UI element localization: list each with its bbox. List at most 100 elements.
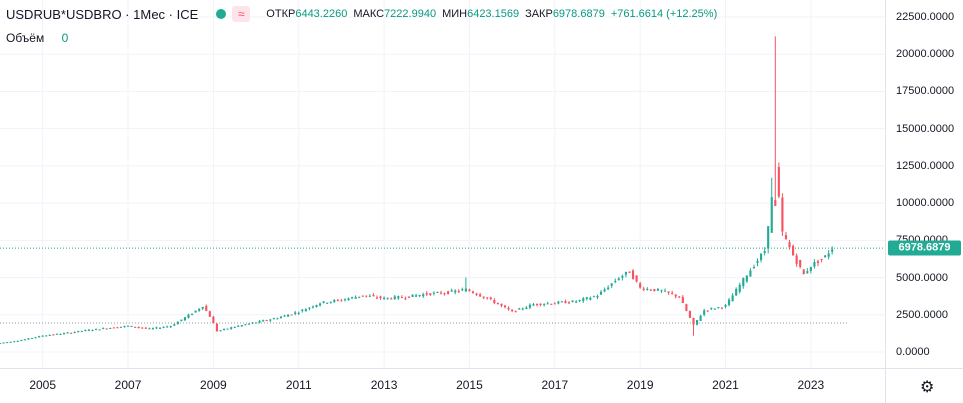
symbol-title[interactable]: USDRUB*USDBRO · 1Мес · ICE: [6, 6, 199, 22]
candle-body: [681, 296, 684, 304]
candle-body: [333, 300, 336, 302]
candle-body: [599, 291, 603, 295]
candle-body: [688, 311, 692, 318]
candle-body: [119, 326, 122, 328]
candle-body: [518, 308, 521, 310]
candle-body: [528, 304, 531, 308]
candle-body: [571, 300, 574, 303]
candle-body: [493, 299, 496, 304]
candle-body: [158, 327, 162, 329]
candle-body: [91, 330, 94, 332]
time-axis[interactable]: 2005 2007 2009 2011 2013 2015 2017 2019 2021 2023: [0, 368, 885, 403]
candle-body: [486, 297, 489, 299]
candle-body: [94, 328, 98, 330]
candle-body: [308, 307, 311, 309]
candle-body: [173, 324, 176, 326]
candle-body: [585, 297, 588, 299]
candle-body: [30, 337, 34, 339]
low-value: 6423.1569: [467, 8, 520, 20]
candle-body: [589, 297, 592, 300]
candle-body: [404, 298, 407, 300]
candle-body: [176, 321, 179, 325]
price-axis-label: 15000.0000: [896, 122, 955, 135]
candle-body: [166, 326, 169, 328]
candle-body: [560, 301, 563, 303]
candle-body: [98, 329, 101, 331]
candle-body: [151, 328, 154, 330]
candle-body: [582, 298, 585, 301]
candle-body: [735, 288, 738, 296]
candle-body: [148, 328, 151, 330]
candle-body: [13, 341, 16, 343]
candle-body: [514, 310, 517, 312]
candle-body: [59, 334, 62, 336]
candle-body: [294, 312, 297, 314]
candle-body: [703, 310, 706, 315]
candle-body: [578, 299, 581, 301]
candle-body: [646, 288, 649, 290]
candle-body: [251, 322, 254, 324]
candle-body: [418, 294, 421, 297]
candle-body: [678, 296, 681, 298]
candle-body: [461, 289, 464, 291]
candle-body: [631, 270, 635, 279]
high-label: МАКС: [353, 8, 385, 20]
candle-body: [34, 337, 37, 339]
time-axis-label: 2011: [285, 378, 312, 392]
candle-body: [720, 307, 724, 309]
candle-body: [500, 303, 503, 306]
volume-legend[interactable]: Объём 0: [6, 31, 68, 45]
candle-body: [479, 294, 482, 297]
candle-body: [827, 253, 830, 257]
candle-body: [546, 303, 549, 305]
candle-body: [443, 293, 446, 295]
candle-body: [809, 266, 812, 271]
candle-body: [674, 294, 677, 297]
candle-body: [6, 342, 9, 344]
candle-body: [194, 310, 197, 313]
time-axis-label: 2023: [797, 378, 825, 392]
candle-body: [222, 328, 226, 330]
candle-body: [760, 253, 763, 261]
candle-body: [774, 200, 777, 207]
price-chart-plot[interactable]: [0, 0, 885, 368]
candle-body: [521, 308, 524, 310]
candle-body: [262, 320, 265, 322]
candle-body: [699, 315, 702, 321]
candle-body: [781, 197, 784, 232]
candle-body: [799, 259, 802, 267]
candle-body: [368, 295, 371, 297]
candle-body: [141, 327, 144, 329]
candle-body: [247, 323, 251, 325]
candle-body: [112, 327, 115, 329]
candle-body: [742, 278, 745, 287]
candle-body: [407, 296, 411, 298]
candle-body: [27, 338, 30, 340]
candle-body: [450, 290, 453, 292]
candle-body: [109, 327, 112, 329]
candle-body: [550, 303, 553, 305]
candle-body: [386, 297, 389, 299]
candle-body: [205, 305, 208, 311]
gear-icon[interactable]: ⚙: [920, 379, 935, 396]
indicator-wave-icon[interactable]: ≈: [232, 6, 251, 22]
candle-body: [628, 271, 631, 273]
candle-body: [564, 301, 567, 304]
candle-body: [180, 319, 183, 321]
candle-body: [784, 235, 788, 239]
market-status-icon[interactable]: [216, 9, 227, 19]
price-axis[interactable]: 22500.0000 20000.0000 17500.0000 15000.0000…: [885, 0, 963, 368]
candle-body: [639, 283, 642, 288]
candle-body: [144, 327, 147, 329]
candle-body: [447, 291, 450, 294]
price-axis-label: 12500.0000: [896, 159, 955, 172]
candle-body: [283, 315, 286, 317]
candle-body: [788, 242, 791, 248]
candle-body: [383, 297, 386, 299]
candle-body: [105, 328, 108, 330]
price-axis-label: 10000.0000: [896, 197, 955, 210]
candle-body: [155, 327, 158, 329]
candle-body: [710, 308, 713, 310]
candle-body: [126, 325, 130, 327]
